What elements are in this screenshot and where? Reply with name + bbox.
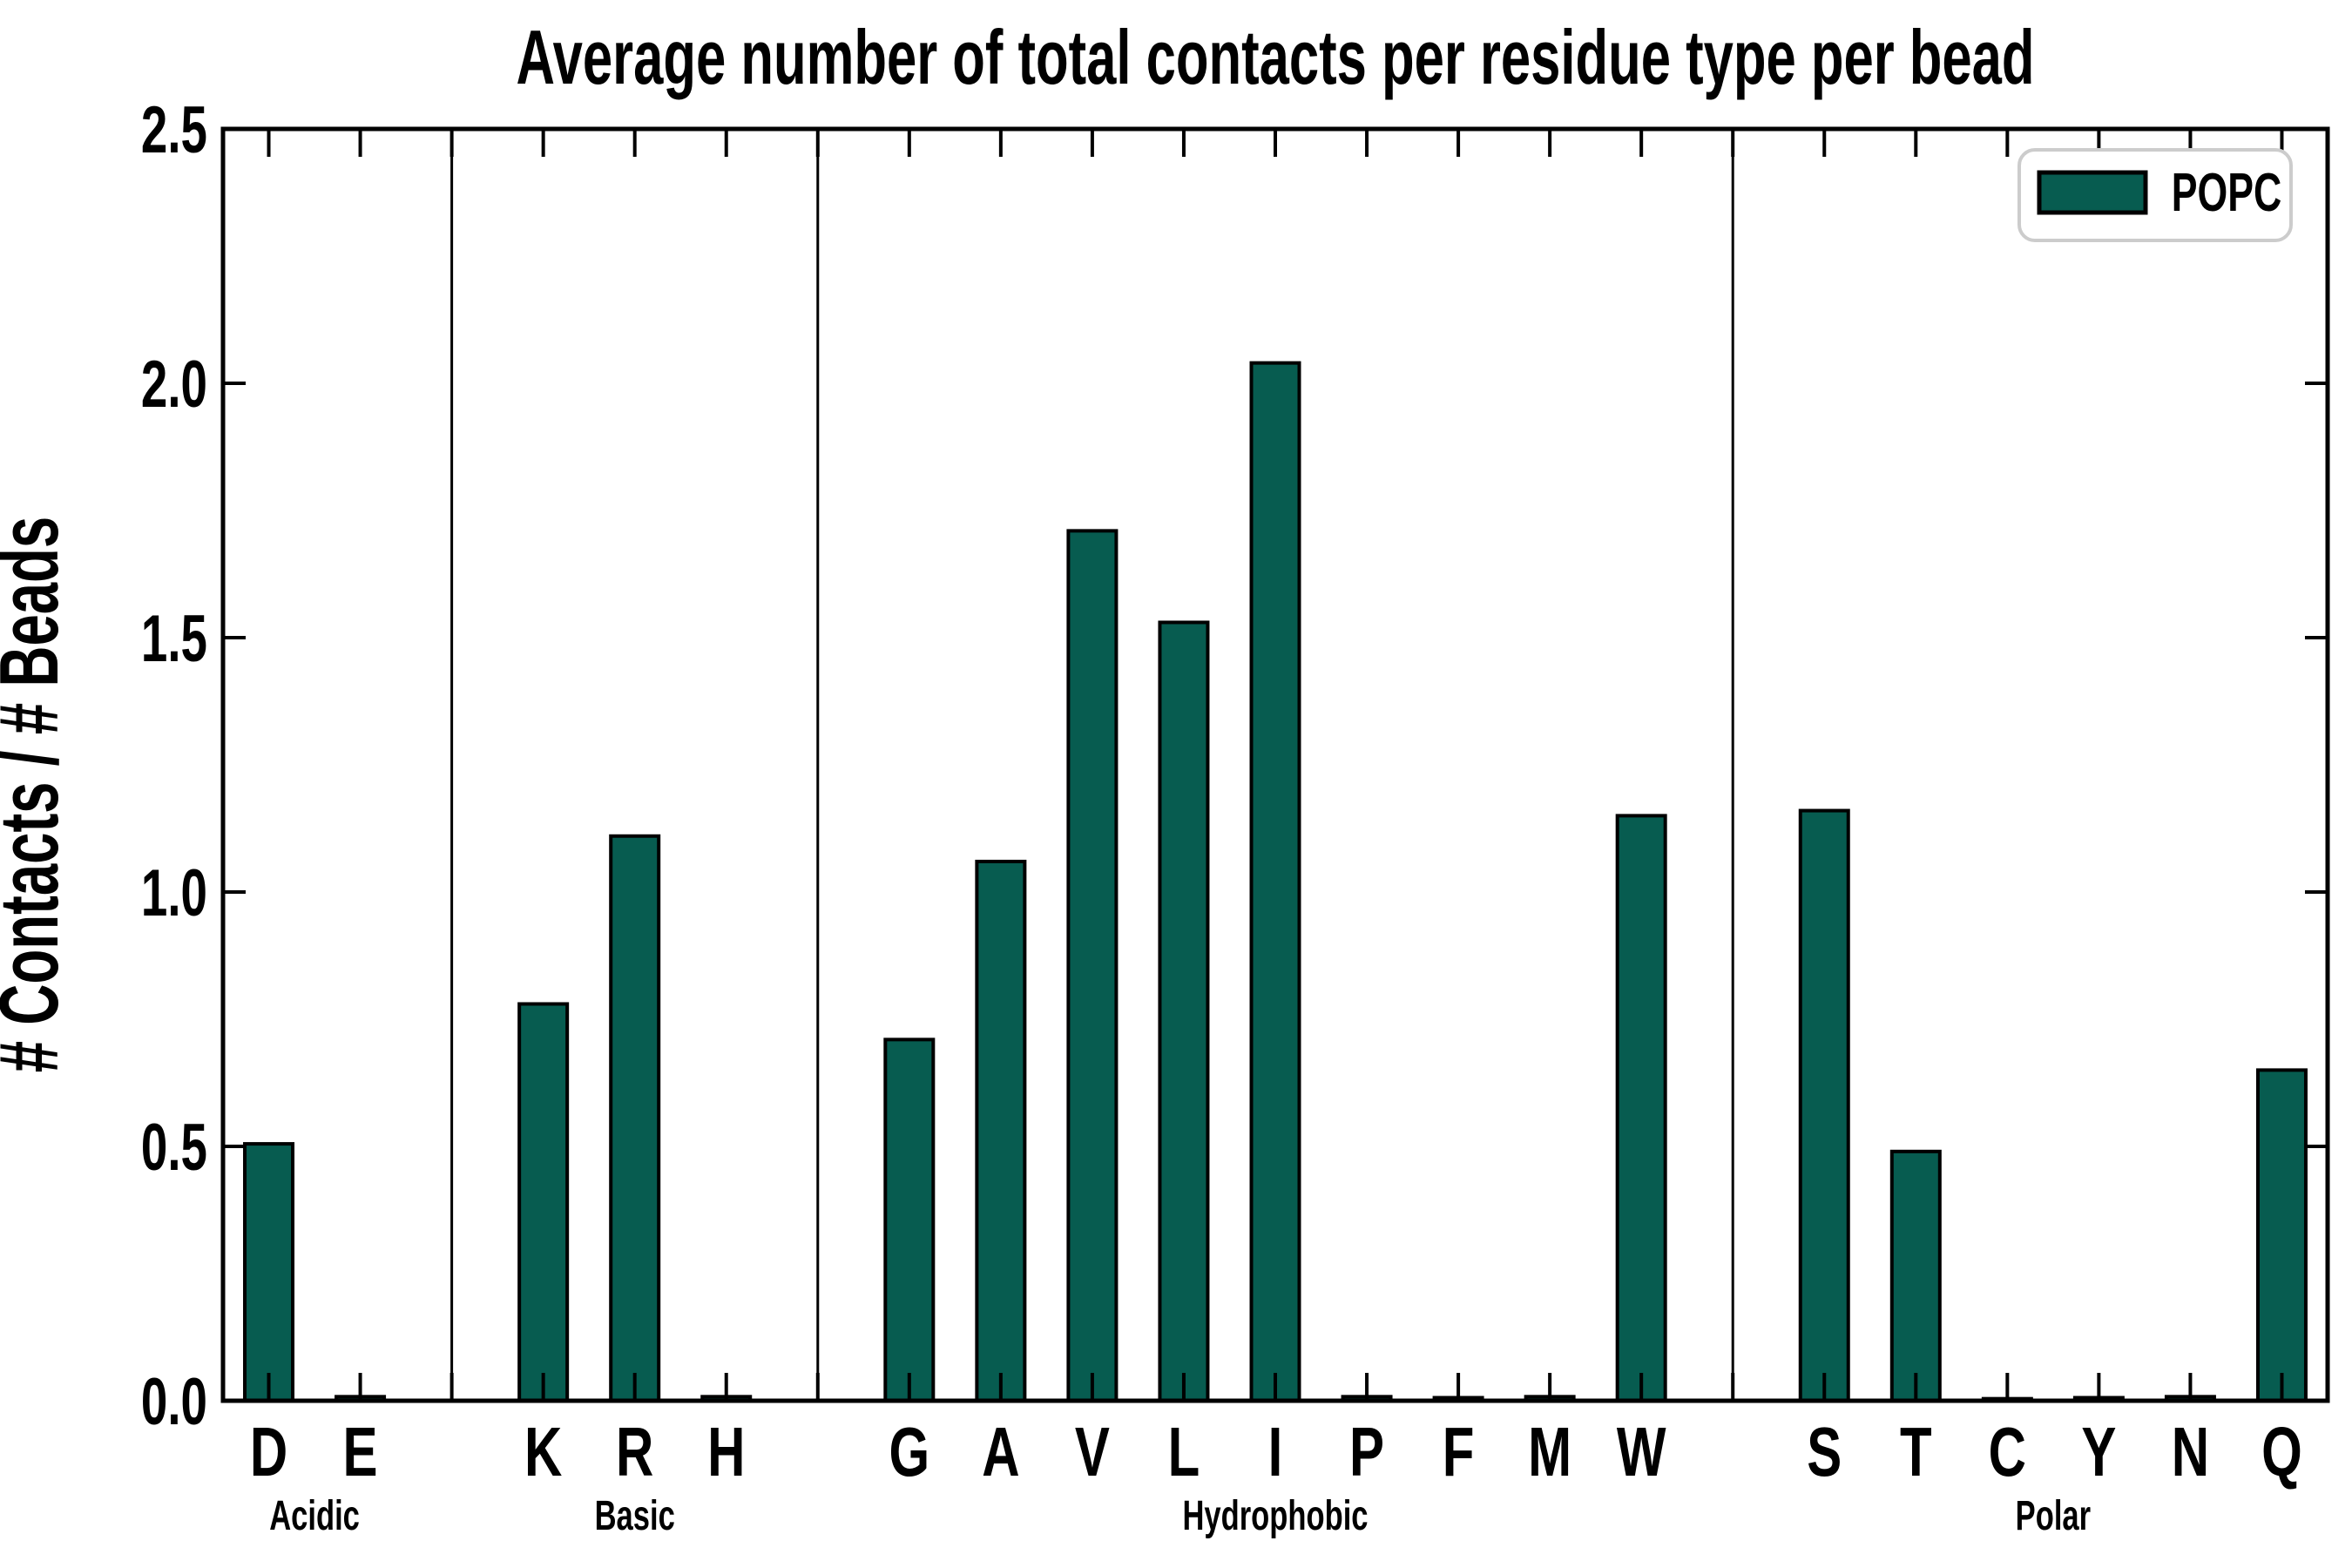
x-tick-label-Y: Y — [2081, 1413, 2116, 1490]
bar-W — [1615, 814, 1667, 1402]
x-tick-label-C: C — [1989, 1413, 2026, 1490]
x-tick-label-H: H — [707, 1413, 745, 1490]
axis-ticks — [223, 127, 2328, 1402]
bar-A — [975, 859, 1027, 1402]
x-tick-label-W: W — [1617, 1413, 1666, 1490]
bar-R — [609, 834, 661, 1402]
bar-K — [517, 1002, 570, 1402]
x-tick-label-I: I — [1268, 1413, 1283, 1490]
x-tick-label-S: S — [1807, 1413, 1842, 1490]
bar-T — [1889, 1149, 1942, 1402]
x-tick-label-R: R — [616, 1413, 653, 1490]
legend: POPC — [2017, 148, 2293, 242]
x-tick-label-V: V — [1075, 1413, 1110, 1490]
x-tick-label-A: A — [982, 1413, 1019, 1490]
y-tick-label-2.0: 2.0 — [141, 348, 207, 422]
y-tick-label-0.0: 0.0 — [141, 1365, 207, 1439]
x-tick-label-E: E — [343, 1413, 378, 1490]
x-tick-label-K: K — [524, 1413, 562, 1490]
bar-D — [243, 1142, 295, 1402]
x-tick-label-Q: Q — [2261, 1413, 2302, 1490]
bars-layer — [243, 361, 2308, 1403]
x-tick-label-G: G — [889, 1413, 929, 1490]
y-tick-label-0.5: 0.5 — [141, 1111, 207, 1185]
y-tick-label-2.5: 2.5 — [141, 93, 207, 167]
x-tick-label-P: P — [1349, 1413, 1384, 1490]
x-tick-label-L: L — [1168, 1413, 1200, 1490]
group-divider-lines — [450, 129, 1734, 1401]
bar-G — [883, 1037, 936, 1402]
bar-Q — [2255, 1068, 2308, 1403]
group-label-hydrophobic: Hydrophobic — [1182, 1491, 1368, 1538]
legend-swatch-popc — [2037, 170, 2148, 215]
bar-I — [1249, 361, 1301, 1402]
x-tick-label-T: T — [1900, 1413, 1932, 1490]
chart-title: Average number of total contacts per res… — [516, 15, 2034, 100]
group-label-polar: Polar — [2016, 1491, 2091, 1538]
group-label-acidic: Acidic — [269, 1491, 360, 1538]
x-tick-label-F: F — [1443, 1413, 1475, 1490]
bar-L — [1158, 620, 1210, 1402]
legend-label: POPC — [2172, 163, 2282, 223]
x-tick-label-N: N — [2172, 1413, 2209, 1490]
y-tick-label-1.0: 1.0 — [141, 856, 207, 930]
x-tick-label-M: M — [1528, 1413, 1571, 1490]
y-tick-label-1.5: 1.5 — [141, 602, 207, 676]
x-tick-label-D: D — [250, 1413, 287, 1490]
group-label-basic: Basic — [595, 1491, 675, 1538]
y-axis-title: # Contacts / # Beads — [0, 517, 76, 1072]
axis-labels-layer: 0.0 0.5 1.0 1.5 2.0 2.5 D E K R H G A V L I P F M W S T C Y N Q Ac… — [141, 93, 2302, 1538]
bar-S — [1798, 808, 1850, 1402]
bar-V — [1066, 529, 1119, 1402]
